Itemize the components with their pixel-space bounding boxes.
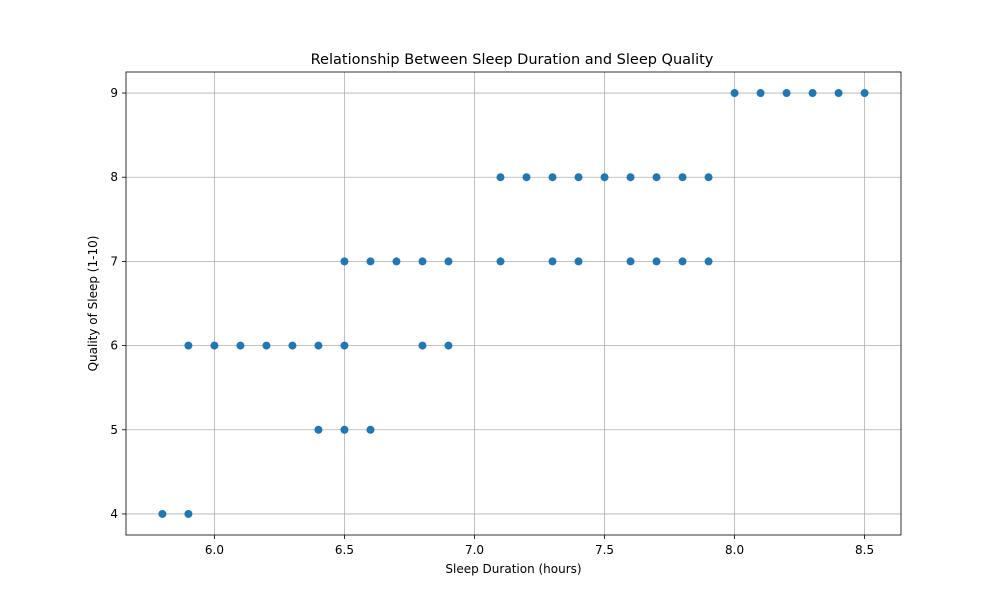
x-tick-label: 7.0 [465,543,484,557]
data-point [704,173,713,182]
data-point [210,341,219,350]
data-point [418,257,427,266]
data-point [626,257,635,266]
data-point [262,341,271,350]
x-axis-label: Sleep Duration (hours) [445,562,581,576]
data-point [444,341,453,350]
data-point [626,173,635,182]
y-tick-label: 4 [110,507,118,521]
data-point [522,173,531,182]
y-tick-label: 8 [110,170,118,184]
data-point [392,257,401,266]
data-point [158,509,167,518]
y-tick-label: 5 [110,423,118,437]
data-point [808,89,817,98]
y-tick-label: 7 [110,254,118,268]
data-point [860,89,869,98]
data-point [548,257,557,266]
data-point [418,341,427,350]
plot-frame [125,71,902,536]
data-point [678,257,687,266]
data-point [314,341,323,350]
data-point [574,257,583,266]
data-point [574,173,583,182]
data-point [548,173,557,182]
data-point [834,89,843,98]
grid-lines [126,72,901,535]
data-point [496,173,505,182]
data-point [496,257,505,266]
axis-ticks: 6.0 6.5 7.0 7.5 8.0 8.5 4 5 6 7 8 9 [110,86,874,557]
data-point [184,341,193,350]
data-point [366,257,375,266]
data-point [652,257,661,266]
data-point [704,257,713,266]
data-points [158,89,869,518]
data-point [678,173,687,182]
data-point [756,89,765,98]
y-tick-label: 6 [110,339,118,353]
x-tick-label: 6.0 [205,543,224,557]
y-tick-label: 9 [110,86,118,100]
data-point [314,425,323,434]
data-point [730,89,739,98]
data-point [236,341,245,350]
data-point [340,257,349,266]
y-axis-label: Quality of Sleep (1-10) [86,236,100,372]
data-point [340,341,349,350]
data-point [652,173,661,182]
data-point [340,425,349,434]
chart-title: Relationship Between Sleep Duration and … [311,52,714,68]
data-point [366,425,375,434]
x-tick-label: 8.5 [855,543,874,557]
x-tick-label: 7.5 [595,543,614,557]
data-point [444,257,453,266]
data-point [288,341,297,350]
x-tick-label: 8.0 [725,543,744,557]
data-point [782,89,791,98]
x-tick-label: 6.5 [335,543,354,557]
data-point [600,173,609,182]
data-point [184,509,193,518]
